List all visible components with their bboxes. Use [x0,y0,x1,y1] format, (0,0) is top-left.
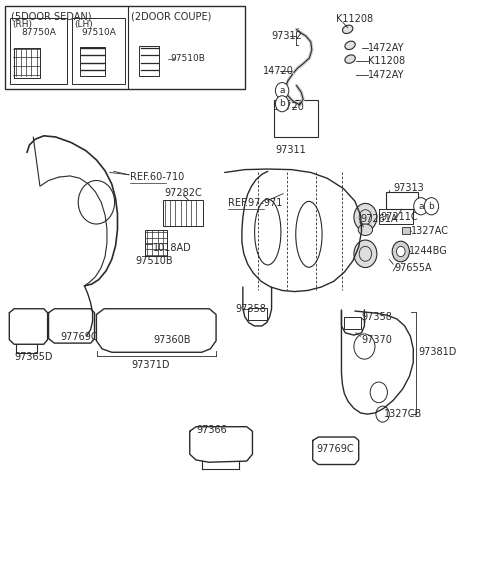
Bar [163,200,203,226]
Circle shape [392,241,409,262]
Bar [248,308,267,320]
Text: 14720: 14720 [263,65,294,76]
Text: a: a [418,202,424,211]
Bar [344,317,360,329]
Text: (LH): (LH) [74,20,93,29]
Text: 97360B: 97360B [153,335,191,344]
Bar [275,100,318,137]
Bar [80,47,105,76]
Text: 97655A: 97655A [394,262,432,273]
Text: 97371D: 97371D [132,360,170,370]
Text: 1327AC: 1327AC [411,227,449,236]
Bar [145,230,167,256]
Ellipse shape [343,25,353,33]
Text: 1472AY: 1472AY [368,69,405,80]
Text: 14720: 14720 [274,102,304,112]
Text: (RH): (RH) [12,20,33,29]
Bar [13,48,40,78]
Circle shape [396,246,405,257]
Bar [140,46,158,76]
Circle shape [376,406,389,422]
Text: 97211C: 97211C [381,212,419,222]
Bar [10,18,67,84]
Text: b: b [279,99,285,108]
Text: 97312: 97312 [271,31,302,41]
Text: 97358: 97358 [235,304,266,315]
Text: REF.97-971: REF.97-971 [228,198,282,208]
Text: a: a [279,86,285,95]
Text: 97769C: 97769C [60,332,98,342]
Bar [386,192,418,209]
Text: 97365D: 97365D [14,352,53,362]
Circle shape [354,240,377,267]
Text: K11208: K11208 [368,56,406,66]
Ellipse shape [358,224,372,235]
Text: 1472AY: 1472AY [368,43,405,53]
Text: 97510B: 97510B [136,255,173,266]
Text: 97313: 97313 [393,183,424,192]
Text: 97366: 97366 [196,425,227,435]
Text: 97510A: 97510A [81,28,116,37]
Text: 1244BG: 1244BG [409,246,448,256]
Bar [72,18,125,84]
Text: 1327CB: 1327CB [384,409,422,419]
Text: 97769C: 97769C [317,444,354,454]
Text: 97358: 97358 [361,312,393,323]
Ellipse shape [345,41,355,49]
Text: 97261A: 97261A [360,215,398,224]
Text: 87750A: 87750A [21,28,56,37]
Bar [5,6,245,90]
Text: 97381D: 97381D [418,347,456,356]
Circle shape [276,83,289,99]
Text: 1018AD: 1018AD [153,243,192,253]
Text: (2DOOR COUPE): (2DOOR COUPE) [131,11,211,21]
Bar [379,209,413,224]
Text: 97510B: 97510B [170,54,205,63]
Text: 97282C: 97282C [164,188,202,197]
Ellipse shape [345,55,355,63]
Circle shape [424,197,439,215]
Text: b: b [429,202,434,211]
Text: 97370: 97370 [361,335,393,345]
Text: (5DOOR SEDAN): (5DOOR SEDAN) [11,11,92,21]
Bar [402,227,410,234]
Circle shape [414,197,428,215]
Text: K11208: K11208 [336,14,373,24]
Circle shape [354,203,377,231]
Circle shape [276,96,289,112]
Text: REF.60-710: REF.60-710 [130,172,184,182]
Text: 97311: 97311 [276,145,306,155]
